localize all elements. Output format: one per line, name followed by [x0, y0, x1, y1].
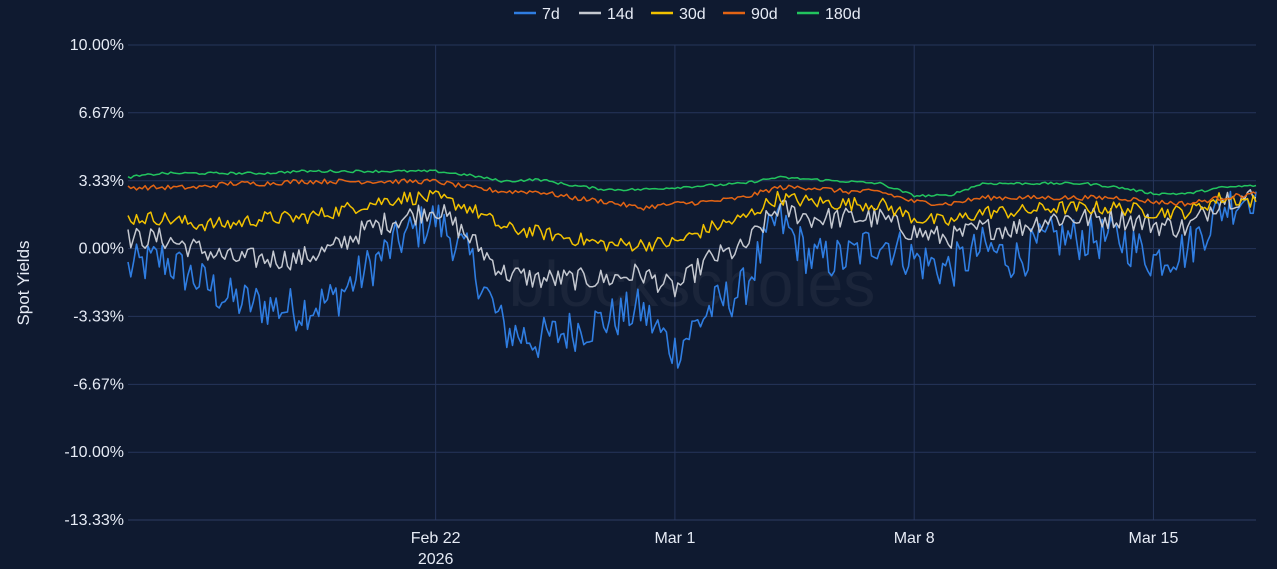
watermark: blockscholes	[509, 248, 875, 320]
y-tick-label: 3.33%	[79, 173, 124, 190]
y-tick-label: -13.33%	[64, 512, 124, 529]
y-tick-label: -10.00%	[64, 444, 124, 461]
x-tick-label: Feb 22	[411, 530, 461, 547]
series-line-90d	[127, 178, 1257, 211]
y-tick-label: 6.67%	[79, 105, 124, 122]
series-layer	[127, 169, 1257, 369]
series-line-14d	[127, 189, 1257, 298]
series-line-7d	[127, 190, 1257, 369]
legend: 7d 14d 30d 90d 180d	[514, 6, 861, 23]
legend-label-30d: 30d	[679, 6, 706, 23]
x-tick-label: Mar 8	[894, 530, 935, 547]
y-tick-label: -3.33%	[73, 308, 124, 325]
legend-label-90d: 90d	[751, 6, 778, 23]
y-axis-ticks: 10.00% 6.67% 3.33% 0.00% -3.33% -6.67% -10.00%…	[64, 37, 124, 529]
legend-label-14d: 14d	[607, 6, 634, 23]
legend-label-180d: 180d	[825, 6, 861, 23]
y-tick-label: 0.00%	[79, 241, 124, 258]
series-line-180d	[127, 169, 1257, 198]
y-axis-title: Spot Yields	[14, 240, 33, 325]
series-line-30d	[127, 189, 1257, 252]
x-axis-ticks: Feb 22 2026 Mar 1 Mar 8 Mar 15	[411, 530, 1179, 568]
x-tick-label: Mar 1	[654, 530, 695, 547]
legend-label-7d: 7d	[542, 6, 560, 23]
y-tick-label: 10.00%	[70, 37, 124, 54]
y-tick-label: -6.67%	[73, 376, 124, 393]
x-tick-sublabel: 2026	[418, 551, 454, 568]
x-tick-label: Mar 15	[1129, 530, 1179, 547]
